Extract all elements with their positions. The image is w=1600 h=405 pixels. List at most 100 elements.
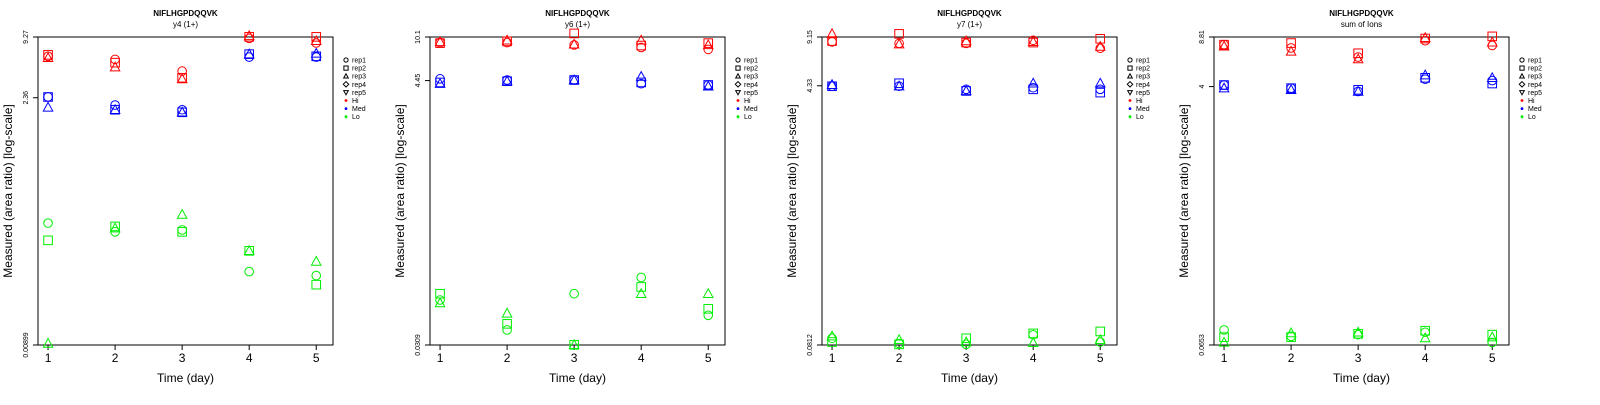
legend-label: rep3 [1528, 74, 1542, 81]
data-point [827, 337, 837, 347]
plot-frame [821, 36, 1118, 346]
data-point [244, 32, 254, 42]
y-tick-label: 10.1 [415, 30, 422, 44]
legend-marker [1127, 57, 1133, 63]
data-point [569, 288, 579, 299]
legend-dot [1520, 107, 1524, 110]
data-point [1420, 325, 1430, 336]
y-tick-label: 0.00899 [23, 332, 30, 357]
y-axis-label: Measured (area ratio) [log-scale] [393, 104, 407, 277]
legend-dot [1520, 115, 1524, 119]
data-point [894, 38, 904, 49]
data-point [1219, 80, 1229, 90]
legend-dot [344, 115, 348, 119]
legend-label: rep4 [352, 82, 366, 89]
data-point [310, 47, 322, 58]
data-point [960, 35, 972, 46]
legend-label: rep1 [744, 58, 758, 65]
legend-label: rep5 [1136, 90, 1150, 97]
data-point [1487, 31, 1498, 42]
data-point [1353, 48, 1363, 59]
data-point [1487, 337, 1498, 348]
x-axis-label: Time (day) [941, 371, 998, 385]
data-point [703, 310, 714, 321]
x-tick-label: 5 [705, 351, 712, 365]
y-tick-label: 4.33 [807, 79, 814, 93]
data-point [635, 34, 647, 45]
x-tick-label: 4 [246, 351, 253, 365]
y-axis-label: Measured (area ratio) [log-scale] [1177, 104, 1191, 277]
x-tick-label: 1 [45, 351, 52, 365]
legend-marker [1518, 80, 1526, 88]
y-tick-label: 4.45 [415, 74, 422, 88]
legend-marker [1126, 80, 1134, 88]
data-point [501, 75, 513, 86]
data-point [1286, 43, 1296, 53]
legend-marker [735, 57, 741, 63]
data-point [1219, 332, 1229, 342]
legend-marker [734, 80, 742, 88]
legend-label: rep4 [1528, 82, 1542, 89]
y-axis-label: Measured (area ratio) [log-scale] [1, 104, 15, 277]
data-point [311, 270, 322, 281]
legend-label: rep5 [352, 90, 366, 97]
chart-title: NIFLHGPDQQVK [937, 9, 1002, 18]
data-point [1486, 36, 1498, 47]
data-point [176, 72, 188, 84]
data-point [1352, 326, 1364, 337]
legend-marker [342, 80, 350, 88]
legend-label: rep5 [744, 90, 758, 97]
data-point [1419, 31, 1431, 42]
data-point [1353, 329, 1363, 339]
legend-label: Med [744, 106, 758, 113]
legend-marker [342, 90, 350, 96]
data-point [569, 28, 579, 39]
x-tick-label: 1 [1221, 351, 1228, 365]
legend-label: Med [1136, 106, 1150, 113]
legend-dot [1520, 99, 1524, 102]
legend-marker [1127, 65, 1133, 71]
data-point [636, 40, 646, 51]
data-point [43, 235, 53, 246]
data-point [1094, 77, 1106, 88]
x-tick-label: 2 [112, 351, 119, 365]
y-tick-label: 4 [1199, 85, 1206, 89]
chart-panel: NIFLHGPDQQVK sum of Ions 0.0653 4 8.81 1 2 3 4 5 T… [1177, 9, 1542, 385]
x-tick-label: 4 [638, 351, 645, 365]
data-point [1094, 40, 1106, 51]
legend-label: rep3 [744, 74, 758, 81]
data-point [243, 29, 255, 41]
data-point [826, 330, 838, 341]
data-point [702, 80, 714, 91]
data-point [42, 101, 54, 112]
legend-label: Hi [744, 98, 751, 105]
legend-dot [736, 99, 740, 102]
legend-label: rep3 [352, 74, 366, 81]
data-point [502, 325, 512, 335]
x-tick-label: 2 [1288, 351, 1295, 365]
data-point [1352, 53, 1364, 64]
data-point [893, 80, 905, 91]
data-point [636, 77, 646, 88]
data-point [109, 222, 121, 233]
data-point [43, 50, 53, 60]
legend-marker [1126, 72, 1134, 79]
data-point [1027, 336, 1039, 347]
data-point [176, 208, 188, 219]
legend-dot [1128, 107, 1132, 110]
data-point [1028, 37, 1038, 48]
legend-dot [1128, 115, 1132, 119]
legend-label: rep1 [1528, 58, 1542, 65]
legend-marker [734, 90, 742, 96]
legend-dot [736, 107, 740, 110]
legend-marker [735, 65, 741, 71]
legend-marker [734, 72, 742, 79]
data-point [43, 92, 53, 102]
data-point [827, 333, 837, 344]
legend-label: Hi [352, 98, 359, 105]
data-point [894, 78, 904, 89]
data-point [894, 339, 904, 350]
